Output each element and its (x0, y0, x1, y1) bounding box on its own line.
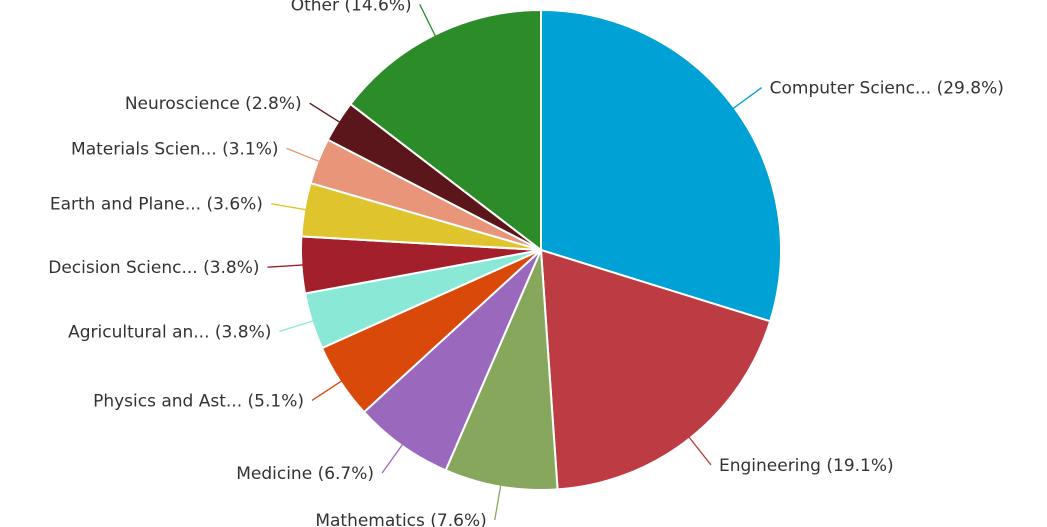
slice-label-8: Earth and Plane... (3.6%) (50, 195, 263, 215)
slice-label-4: Medicine (6.7%) (236, 464, 374, 484)
slice-label-1: Computer Scienc... (29.8%) (770, 79, 1004, 99)
leader-line-8 (270, 203, 307, 211)
slice-label-7: Decision Scienc... (3.8%) (48, 258, 259, 278)
leader-line-10 (309, 102, 341, 124)
leader-line-7 (267, 264, 304, 268)
leader-line-9 (286, 147, 321, 163)
leader-line-3 (494, 484, 502, 521)
leader-line-5 (311, 380, 343, 401)
slice-label-5: Physics and Ast... (5.1%) (93, 391, 304, 411)
leader-line-4 (381, 443, 404, 474)
slice-label-6: Agricultural an... (3.8%) (68, 322, 271, 342)
leader-line-6 (279, 320, 314, 333)
slice-label-3: Mathematics (7.6%) (315, 511, 486, 527)
leader-line-11 (419, 4, 437, 37)
slice-label-11: Other (14.6%) (291, 0, 412, 15)
leader-line-1 (732, 87, 763, 110)
slice-label-10: Neuroscience (2.8%) (125, 94, 302, 114)
slice-label-2: Engineering (19.1%) (719, 456, 894, 476)
leader-line-2 (688, 436, 712, 466)
slice-label-9: Materials Scien... (3.1%) (71, 139, 279, 159)
